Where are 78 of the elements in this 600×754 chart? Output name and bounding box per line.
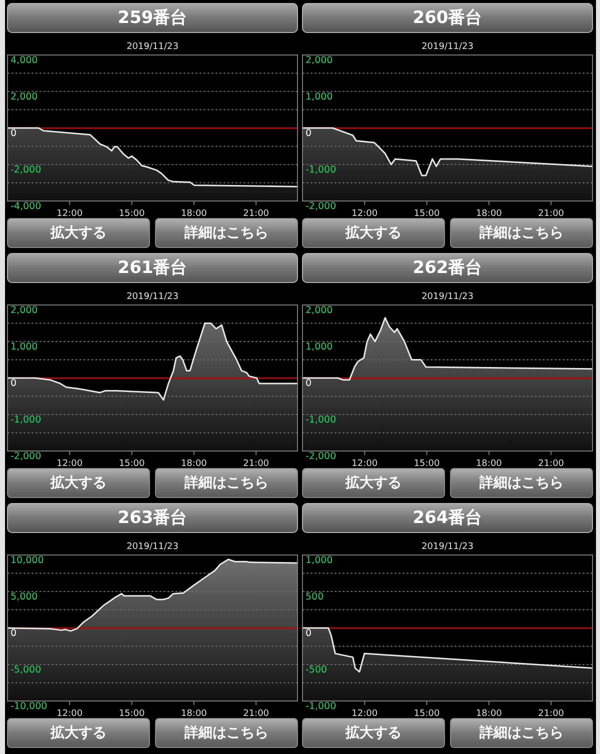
y-tick-label: 2,000 (306, 55, 333, 66)
x-tick-label: 21:00 (538, 709, 564, 719)
chart-title: 263番台 (7, 503, 298, 533)
y-tick-label: -2,000 (306, 451, 336, 462)
x-tick-label: 18:00 (180, 459, 208, 469)
chart-subtitle: 2019/11/23 (422, 42, 474, 52)
y-tick-label: -2,000 (306, 201, 336, 212)
text: 詳細はこちら (450, 468, 593, 498)
x-tick-label: 12:00 (56, 459, 83, 469)
text: 拡大する (302, 218, 445, 248)
y-tick-label: 1,000 (306, 92, 333, 102)
y-tick-label: 2,000 (10, 92, 38, 102)
y-tick-label: -1,000 (306, 164, 336, 176)
y-tick-label: -2,000 (10, 451, 42, 462)
text: 拡大する (302, 718, 445, 748)
x-tick-label: 21:00 (243, 209, 270, 219)
x-tick-label: 12:00 (352, 459, 378, 469)
text: 拡大する (7, 468, 150, 498)
chart-title: 260番台 (302, 3, 593, 33)
x-tick-label: 21:00 (243, 709, 270, 719)
x-tick-label: 15:00 (414, 459, 440, 469)
y-tick-label: -4,000 (10, 201, 42, 212)
y-tick-label: 0 (10, 628, 17, 639)
y-tick-label: 0 (10, 378, 17, 389)
text: 拡大する (302, 468, 445, 498)
x-tick-label: 18:00 (476, 709, 502, 719)
chart-title: 261番台 (7, 253, 298, 283)
y-tick-label: -1,000 (306, 414, 336, 426)
chart-title: 264番台 (302, 503, 593, 533)
y-tick-label: -500 (306, 664, 328, 676)
y-tick-label: -2,000 (10, 164, 42, 176)
text: 詳細はこちら (155, 218, 298, 248)
chart-subtitle: 2019/11/23 (422, 292, 474, 302)
y-tick-label: 0 (10, 128, 17, 139)
y-tick-label: 2,000 (10, 305, 38, 316)
x-tick-label: 15:00 (414, 709, 440, 719)
x-tick-label: 21:00 (538, 459, 564, 469)
y-tick-label: -10,000 (10, 701, 48, 712)
y-tick-label: 1,000 (306, 342, 333, 352)
x-tick-label: 12:00 (56, 209, 83, 219)
text: 拡大する (7, 218, 150, 248)
y-tick-label: 500 (306, 592, 324, 602)
x-tick-label: 18:00 (476, 459, 502, 469)
x-tick-label: 15:00 (414, 209, 440, 219)
chart-title: 259番台 (7, 3, 298, 33)
x-tick-label: 21:00 (243, 459, 270, 469)
x-tick-label: 18:00 (180, 709, 208, 719)
x-tick-label: 15:00 (118, 209, 146, 219)
y-tick-label: 1,000 (306, 555, 333, 566)
x-tick-label: 12:00 (56, 709, 83, 719)
y-tick-label: -5,000 (10, 664, 42, 676)
chart-subtitle: 2019/11/23 (422, 542, 474, 552)
text: 拡大する (7, 718, 150, 748)
y-tick-label: -1,000 (10, 414, 42, 426)
chart-subtitle: 2019/11/23 (126, 292, 178, 302)
x-tick-label: 15:00 (118, 459, 146, 469)
x-tick-label: 18:00 (476, 209, 502, 219)
chart-title: 262番台 (302, 253, 593, 283)
y-tick-label: 4,000 (10, 55, 38, 66)
chart-subtitle: 2019/11/23 (126, 542, 178, 552)
y-tick-label: -1,000 (306, 701, 336, 712)
y-tick-label: 5,000 (10, 592, 38, 602)
chart-subtitle: 2019/11/23 (126, 42, 178, 52)
text: 詳細はこちら (155, 468, 298, 498)
x-tick-label: 12:00 (352, 209, 378, 219)
y-tick-label: 0 (306, 128, 312, 139)
x-tick-label: 21:00 (538, 209, 564, 219)
text: 詳細はこちら (450, 718, 593, 748)
y-tick-label: 2,000 (306, 305, 333, 316)
x-tick-label: 12:00 (352, 709, 378, 719)
x-tick-label: 18:00 (180, 209, 208, 219)
y-tick-label: 0 (306, 378, 312, 389)
y-tick-label: 10,000 (10, 555, 44, 566)
text: 詳細はこちら (155, 718, 298, 748)
y-tick-label: 1,000 (10, 342, 38, 352)
y-tick-label: 0 (306, 628, 312, 639)
x-tick-label: 15:00 (118, 709, 146, 719)
text: 詳細はこちら (450, 218, 593, 248)
